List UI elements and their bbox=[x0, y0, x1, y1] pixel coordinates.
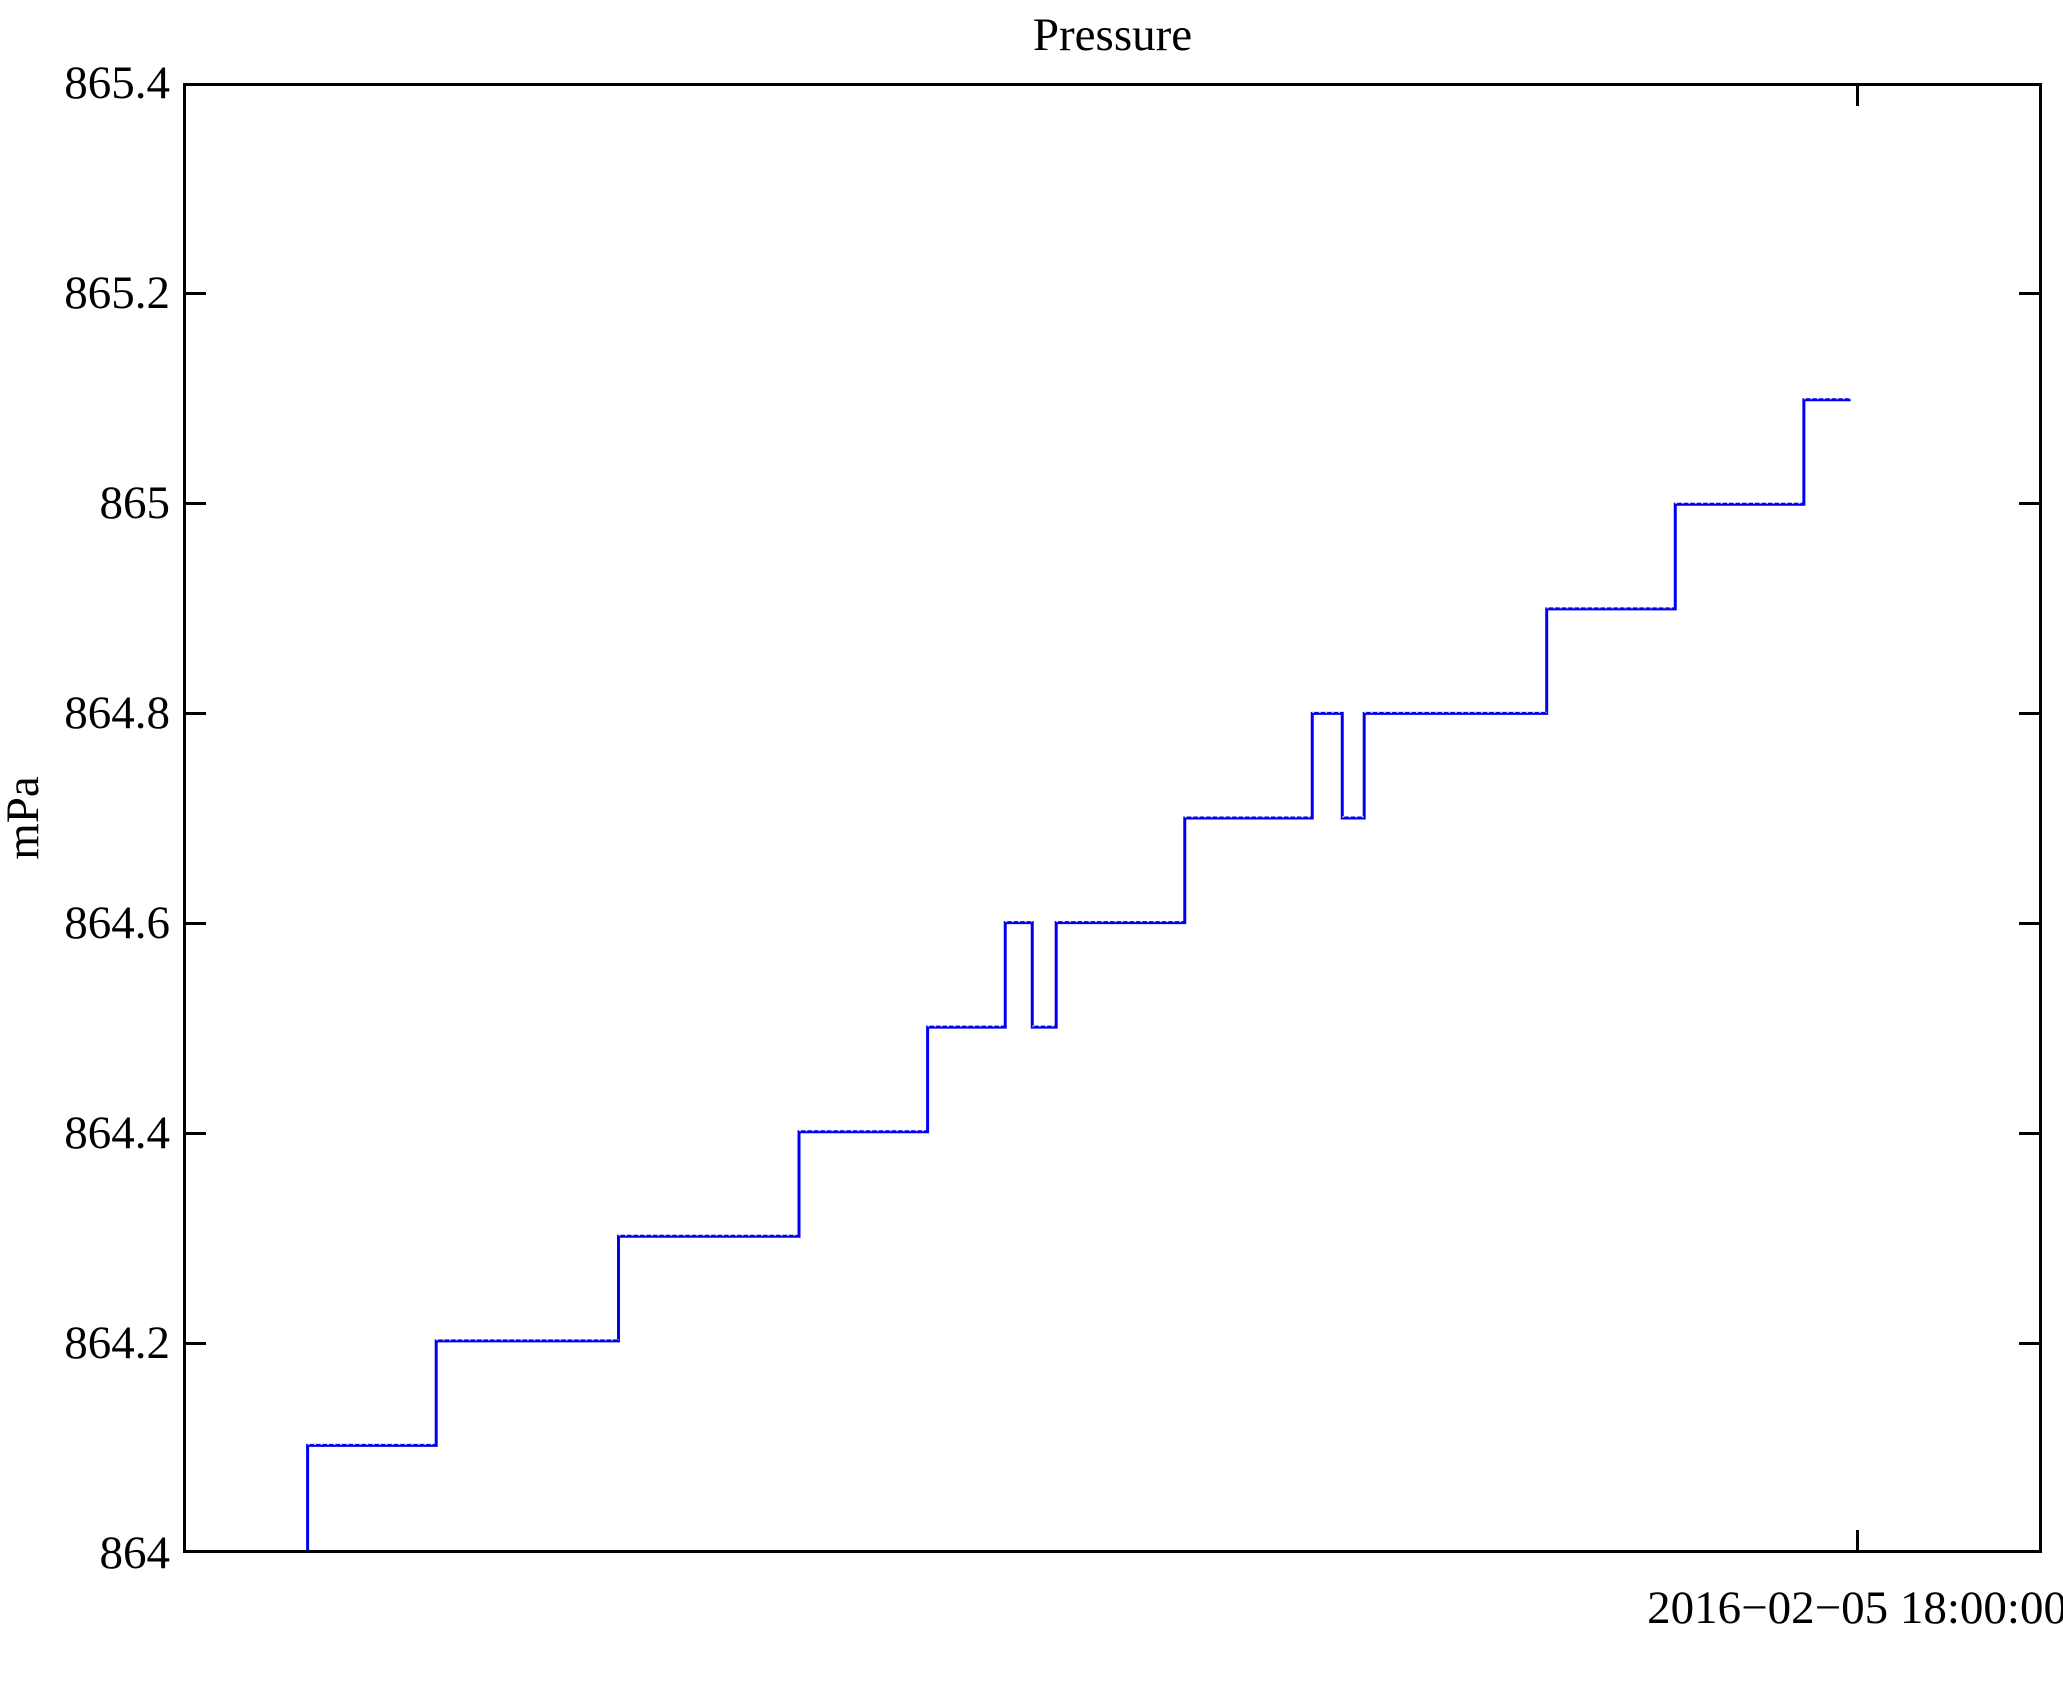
y-tick-mark-left bbox=[186, 921, 206, 925]
y-tick-label: 864 bbox=[99, 1527, 171, 1579]
y-tick-mark-left bbox=[186, 1341, 206, 1345]
step-line-plot bbox=[306, 398, 1851, 1550]
y-tick-mark-left bbox=[186, 1131, 206, 1135]
y-tick-label: 864.2 bbox=[64, 1317, 170, 1369]
x-tick-mark-top bbox=[1855, 86, 1859, 106]
plot-area bbox=[183, 83, 2042, 1553]
x-tick-mark-bottom bbox=[1855, 1530, 1859, 1550]
y-tick-label: 864.4 bbox=[64, 1107, 170, 1159]
y-tick-mark-right bbox=[2019, 921, 2039, 925]
pressure-series-dot-texture bbox=[307, 398, 1851, 1445]
y-tick-label: 864.6 bbox=[64, 897, 170, 949]
y-tick-label: 865 bbox=[99, 477, 171, 529]
y-tick-label: 865.4 bbox=[64, 57, 170, 109]
y-tick-mark-right bbox=[2019, 1341, 2039, 1345]
y-tick-label: 865.2 bbox=[64, 267, 170, 319]
x-tick-label: 2016−02−05 18:00:00 bbox=[1647, 1582, 2063, 1634]
y-tick-mark-left bbox=[186, 291, 206, 295]
y-tick-mark-right bbox=[2019, 711, 2039, 715]
y-tick-mark-left bbox=[186, 501, 206, 505]
pressure-series-line bbox=[306, 398, 1851, 1550]
y-tick-mark-right bbox=[2019, 501, 2039, 505]
y-tick-mark-left bbox=[186, 711, 206, 715]
y-axis-label: mPa bbox=[0, 776, 49, 860]
y-tick-label: 864.8 bbox=[64, 687, 170, 739]
y-tick-mark-right bbox=[2019, 1131, 2039, 1135]
chart-title: Pressure bbox=[1032, 9, 1193, 61]
y-tick-mark-right bbox=[2019, 291, 2039, 295]
